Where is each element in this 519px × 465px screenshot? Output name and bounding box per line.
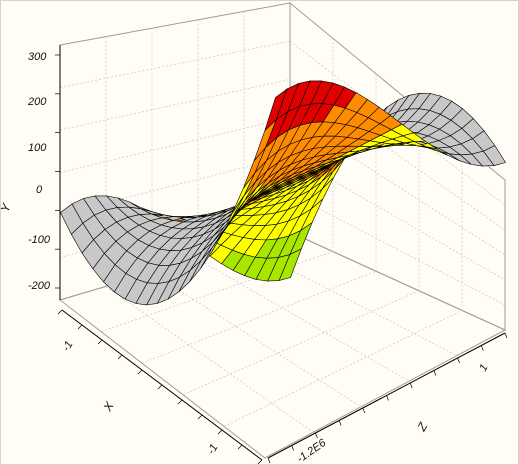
- grid-line: [137, 369, 143, 375]
- grid-line: [257, 459, 263, 465]
- grid-line: [409, 382, 413, 389]
- grid-line: [457, 357, 460, 364]
- grid-line: [117, 354, 123, 360]
- grid-line: [59, 155, 291, 216]
- x-tick-label: -1: [205, 442, 220, 456]
- x-tick-label: -1: [60, 339, 75, 353]
- grid-line: [217, 429, 223, 435]
- y-axis-title: Y: [0, 201, 14, 214]
- grid-line: [59, 78, 291, 131]
- grid-line: [197, 414, 203, 420]
- surface-mesh: [60, 80, 506, 306]
- grid-line: [291, 445, 295, 451]
- grid-line: [57, 309, 63, 315]
- grid-line: [157, 384, 163, 390]
- y-tick-label: -100: [28, 234, 51, 246]
- grid-line: [59, 40, 291, 88]
- y-tick-label: 100: [28, 142, 47, 154]
- y-tick-label: 0: [36, 184, 43, 196]
- grid-line: [97, 339, 103, 345]
- surface-patch: [60, 203, 84, 235]
- grid-line: [77, 324, 83, 330]
- grid-line: [197, 258, 410, 382]
- grid-line: [315, 432, 318, 439]
- grid-line: [433, 370, 437, 376]
- grid-line: [504, 332, 508, 339]
- grid-line: [223, 310, 463, 427]
- grid-line: [151, 272, 362, 408]
- grid-line: [141, 270, 377, 364]
- x-axis-title: X: [100, 399, 117, 415]
- y-tick-label: -200: [28, 280, 51, 292]
- y-tick-label: 300: [28, 51, 47, 63]
- grid-line: [338, 420, 342, 426]
- axis-tick-marks: [55, 54, 508, 465]
- grid-line: [289, 193, 506, 306]
- grid-line: [177, 399, 183, 405]
- y-tick-label: 200: [27, 96, 47, 108]
- grid-line: [59, 117, 291, 173]
- grid-line: [237, 444, 243, 450]
- z-tick-label: 1: [477, 362, 490, 373]
- grid-line: [362, 407, 366, 414]
- grid-line: [267, 457, 271, 464]
- grid-line: [289, 40, 506, 206]
- grid-line: [386, 395, 389, 401]
- grid-line: [182, 290, 420, 396]
- grid-line: [480, 345, 484, 351]
- z-axis-title: Z: [414, 420, 431, 435]
- grid-line: [289, 117, 506, 256]
